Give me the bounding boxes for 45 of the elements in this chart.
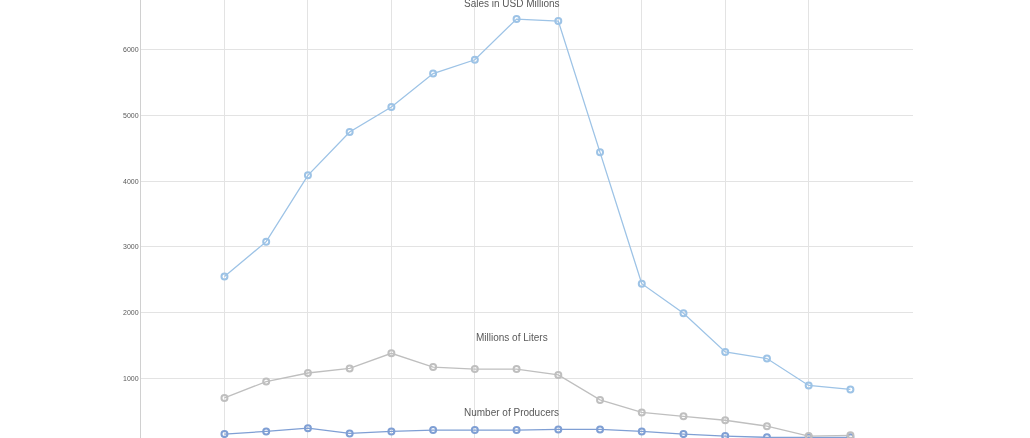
point	[387, 103, 396, 112]
point	[470, 55, 479, 64]
point	[262, 427, 271, 436]
point	[220, 272, 229, 281]
point	[429, 69, 438, 78]
point	[345, 127, 354, 136]
point	[470, 426, 479, 435]
point	[470, 365, 479, 374]
point	[345, 364, 354, 373]
point	[303, 424, 312, 433]
point	[637, 427, 646, 436]
point	[679, 309, 688, 318]
point	[512, 365, 521, 374]
series-label: Sales in USD Millions	[464, 0, 560, 9]
series-label: Number of Producers	[464, 407, 560, 418]
point	[429, 426, 438, 435]
point	[387, 349, 396, 358]
point	[220, 430, 229, 438]
point	[220, 393, 229, 402]
point	[554, 370, 563, 379]
point	[804, 381, 813, 390]
point	[303, 368, 312, 377]
point	[554, 17, 563, 26]
point	[721, 347, 730, 356]
point	[596, 148, 605, 157]
point	[387, 427, 396, 436]
point	[679, 430, 688, 438]
point	[554, 425, 563, 434]
point	[762, 354, 771, 363]
point	[512, 426, 521, 435]
point	[262, 377, 271, 386]
point	[721, 416, 730, 425]
point	[596, 425, 605, 434]
point	[637, 279, 646, 288]
point	[762, 422, 771, 431]
point	[262, 237, 271, 246]
text: Millions of Liters	[476, 332, 548, 343]
point	[679, 412, 688, 421]
point	[846, 385, 855, 394]
point	[596, 395, 605, 404]
point	[345, 429, 354, 438]
point	[303, 171, 312, 180]
point	[637, 408, 646, 417]
point	[429, 363, 438, 372]
point	[512, 15, 521, 24]
